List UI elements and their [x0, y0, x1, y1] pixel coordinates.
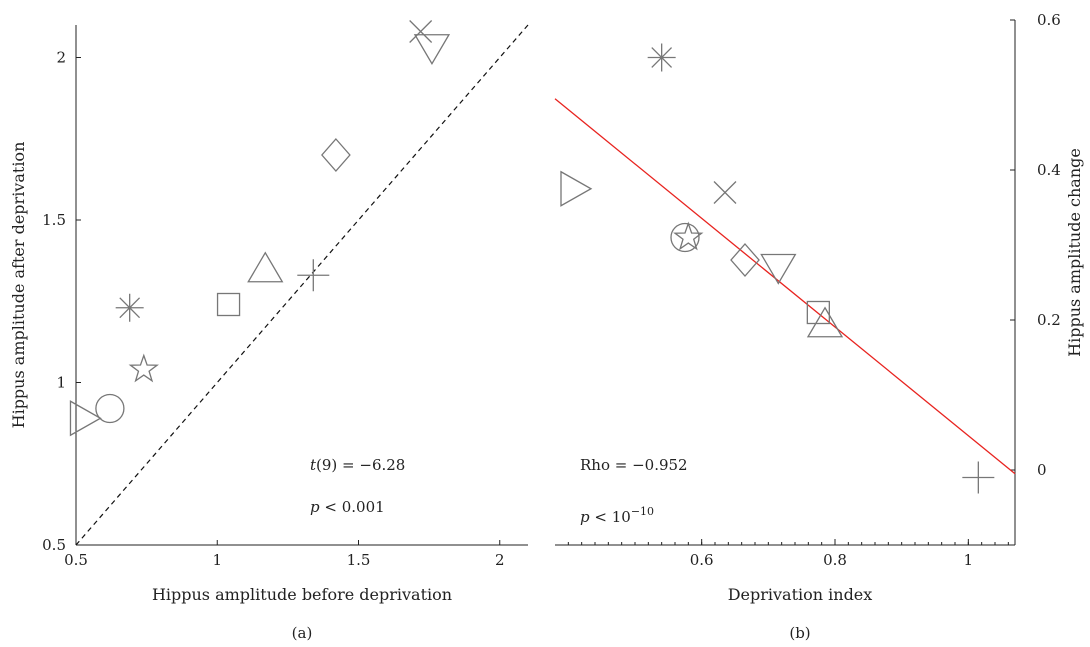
panel-b-ticks: 0.6 0.8 1 0 0.2 0.4 0.6	[567, 11, 1061, 569]
panel-a: 0.5 1 1.5 20.511.52 t(9) = −6.28 p < 0.001 …	[9, 20, 529, 642]
panel-a-marker-star	[128, 353, 159, 383]
panel-a-x-tick-label: 1	[212, 551, 222, 569]
panel-b-marker-asterisk	[647, 43, 676, 72]
panel-a-marker-triangle-up	[247, 251, 284, 283]
panel-b-y-tick-label: 0	[1037, 461, 1047, 479]
panel-a-marker-circle	[95, 393, 125, 424]
panel-b-points	[560, 43, 995, 494]
identity-reference-line	[75, 24, 529, 546]
p-value-annotation: p < 0.001	[310, 498, 385, 516]
panel-a-ticks: 0.5 1 1.5 2 0.5 1 1.5 2	[42, 49, 504, 570]
panel-a-x-axis-label: Hippus amplitude before deprivation	[152, 585, 452, 604]
panel-a-marker-cross	[409, 20, 433, 43]
panel-b-marker-star	[673, 221, 704, 251]
panel-b-y-tick-label: 0.6	[1037, 11, 1061, 29]
panel-a-y-tick-label: 0.5	[42, 536, 66, 554]
panel-b: 0.6 0.8 1 0 0.2 0.4 0.6 Rho = −0.952 p < 10−10…	[554, 11, 1084, 642]
panel-a-marker-diamond	[321, 138, 351, 172]
panel-b-x-axis-label: Deprivation index	[728, 585, 873, 604]
panel-a-caption: (a)	[292, 624, 313, 642]
panel-a-y-tick-label: 2	[56, 49, 66, 67]
panel-a-marker-square	[216, 292, 241, 317]
panel-a-y-tick-label: 1.5	[42, 211, 66, 229]
panel-b-x-tick-label: 1	[964, 551, 974, 569]
panel-b-marker-circle	[670, 222, 700, 253]
panel-b-y-axis-label: Hippus amplitude change	[1065, 148, 1084, 357]
panel-b-caption: (b)	[789, 624, 810, 642]
panel-b-marker-triangle-up	[806, 306, 844, 338]
panel-b-marker-square	[806, 300, 830, 325]
rho-annotation: Rho = −0.952	[580, 456, 688, 474]
panel-a-points	[69, 20, 451, 437]
panel-b-marker-triangle-down	[760, 253, 797, 285]
panel-b-x-tick-label: 0.6	[690, 551, 714, 569]
panel-a-marker-triangle-right	[69, 400, 102, 437]
panel-b-marker-plus	[962, 461, 995, 494]
panel-a-marker-triangle-down	[413, 34, 451, 66]
panel-a-marker-plus	[297, 259, 330, 292]
p-value-annotation: p < 10−10	[580, 505, 654, 526]
panel-a-y-tick-label: 1	[56, 374, 66, 392]
regression-fit-line	[554, 98, 1016, 475]
t-statistic-annotation: t(9) = −6.28	[310, 456, 405, 474]
panel-b-marker-cross	[713, 181, 737, 204]
panel-b-y-tick-label: 0.2	[1037, 311, 1061, 329]
panel-b-y-tick-label: 0.4	[1037, 161, 1061, 179]
panel-b-marker-diamond	[730, 243, 760, 277]
panel-a-x-tick-label: 0.5	[64, 551, 88, 569]
panel-b-marker-triangle-right	[560, 170, 593, 207]
panel-a-x-tick-label: 1.5	[347, 551, 371, 569]
panel-a-marker-asterisk	[115, 293, 144, 322]
panel-a-y-axis-label: Hippus amplitude after deprivation	[9, 142, 28, 429]
panel-b-x-tick-label: 0.8	[823, 551, 847, 569]
panel-a-x-tick-label: 2	[495, 551, 505, 569]
